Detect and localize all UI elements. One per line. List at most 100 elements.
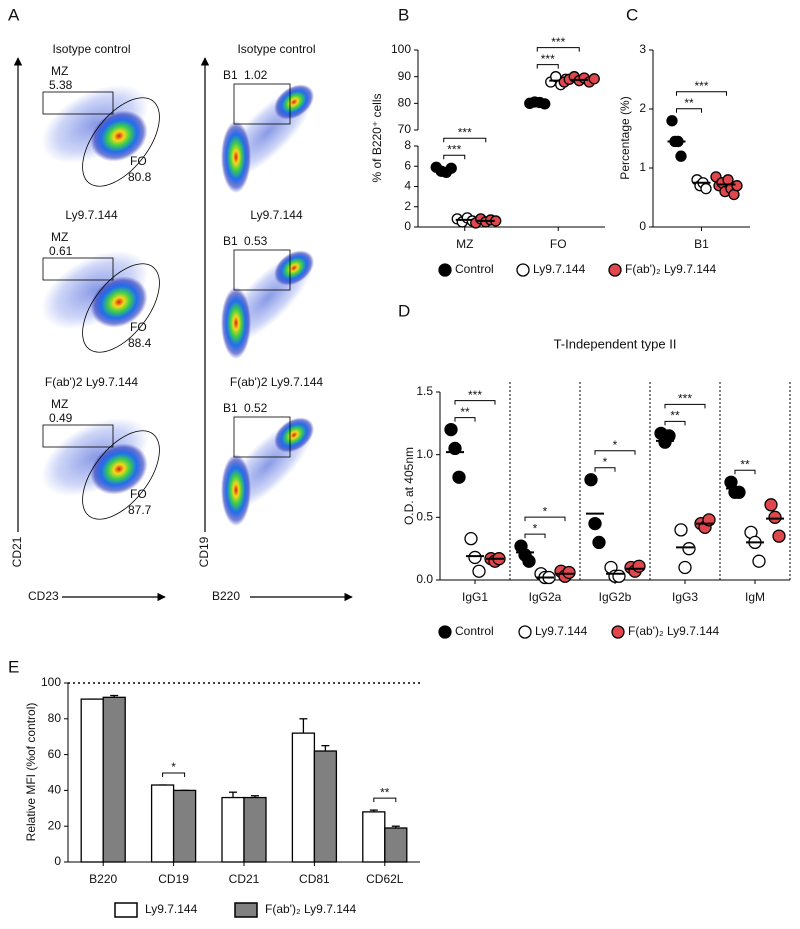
y-tick-label: 1.0 [416, 447, 433, 461]
legend-label: F(ab')₂ Ly9.7.144 [265, 902, 357, 916]
y-tick-label: 60 [48, 747, 62, 761]
y-tick-label: 8 [404, 138, 411, 152]
gate-value: 0.53 [244, 234, 268, 248]
legend-label: Control [455, 624, 494, 638]
legend-label: F(ab')₂ Ly9.7.144 [625, 262, 717, 276]
data-point [666, 115, 678, 127]
y-tick-label: 0.5 [416, 510, 433, 524]
legend-marker [516, 263, 530, 277]
data-point [468, 550, 482, 565]
legend-swatch [114, 902, 138, 918]
significance-label: *** [678, 392, 692, 406]
plot-title: Isotype control [52, 42, 130, 56]
fo-gate [82, 430, 160, 520]
significance-label: * [533, 521, 538, 535]
y-tick-label: 1.5 [416, 384, 433, 398]
x-tick-label: IgM [745, 590, 765, 604]
b1-gate [233, 83, 291, 125]
b1-gate [233, 416, 291, 458]
y-tick-label: 70 [398, 122, 412, 136]
cell-density [90, 110, 148, 162]
mz-gate [42, 91, 114, 115]
legend-marker [608, 263, 622, 277]
legend-marker [438, 263, 452, 277]
x-tick-label: IgG2b [599, 590, 632, 604]
significance-bracket [676, 108, 702, 113]
x-axis-label: CD23 [28, 589, 59, 603]
panel-letter: B [398, 5, 409, 24]
significance-bracket [454, 400, 496, 405]
plot-title: F(ab')2 Ly9.7.144 [230, 375, 324, 389]
cell-density [90, 276, 148, 328]
cell-density [90, 443, 148, 495]
y-tick-label: 40 [48, 783, 62, 797]
data-point [539, 98, 551, 110]
y-tick-label: 100 [41, 675, 61, 689]
data-point [445, 162, 457, 174]
y-tick-label: 0 [404, 219, 411, 233]
data-point [682, 542, 696, 556]
bar [384, 827, 408, 863]
legend-marker [438, 625, 452, 639]
significance-bracket [734, 469, 756, 475]
cell-density [274, 84, 314, 120]
legend-marker [611, 625, 625, 639]
panel-letter: C [626, 5, 638, 24]
y-tick-label: 90 [398, 69, 412, 83]
significance-bracket [373, 797, 397, 803]
significance-label: * [171, 760, 176, 774]
data-point [562, 565, 576, 580]
y-axis-label: CD21 [10, 536, 24, 567]
significance-label: *** [468, 388, 482, 402]
chart-title: T-Independent type II [554, 336, 677, 351]
significance-label: *** [541, 52, 555, 66]
plot-title: Isotype control [237, 42, 315, 56]
fo-gate [82, 263, 160, 353]
plot-title: Ly9.7.144 [65, 208, 118, 222]
x-axis-label: B220 [212, 589, 240, 603]
significance-bracket [524, 533, 546, 539]
gate-name: FO [130, 487, 147, 501]
data-point [584, 473, 598, 487]
fo-gate [82, 97, 160, 187]
bar [362, 811, 386, 863]
data-point [588, 73, 600, 85]
gate-name: B1 [223, 68, 238, 82]
y-axis-label: % of B220⁺ cells [370, 93, 384, 182]
y-tick-label: 6 [404, 158, 411, 172]
y-axis-label: O.D. at 405nm [402, 447, 416, 525]
significance-label: * [603, 455, 608, 469]
cell-density [274, 250, 314, 286]
mz-gate [42, 424, 114, 448]
x-tick-label: IgG1 [462, 590, 488, 604]
mz-gate [42, 257, 114, 281]
significance-label: *** [447, 142, 461, 156]
gate-name: MZ [51, 64, 68, 78]
significance-label: ** [460, 405, 470, 419]
gate-name: MZ [51, 397, 68, 411]
significance-label: ** [740, 457, 750, 471]
gate-name: B1 [223, 234, 238, 248]
legend-swatch [234, 902, 258, 918]
significance-label: *** [694, 79, 708, 93]
data-point [700, 182, 712, 195]
bar [102, 696, 126, 863]
significance-bracket [162, 772, 186, 778]
gate-value: 80.8 [128, 170, 152, 184]
significance-bracket [536, 64, 559, 69]
x-tick-label: CD81 [299, 872, 330, 886]
y-tick-label: 20 [48, 818, 62, 832]
x-tick-label: CD19 [158, 872, 189, 886]
y-tick-label: 100 [391, 42, 411, 56]
x-tick-label: MZ [456, 237, 473, 251]
data-point [678, 560, 692, 575]
data-point [588, 516, 602, 531]
y-tick-label: 2 [404, 199, 411, 213]
panel-letter: D [398, 301, 410, 320]
significance-label: ** [684, 96, 694, 110]
data-point [452, 470, 466, 484]
gate-value: 0.61 [49, 244, 73, 258]
bar [80, 698, 104, 863]
gate-name: FO [130, 154, 147, 168]
